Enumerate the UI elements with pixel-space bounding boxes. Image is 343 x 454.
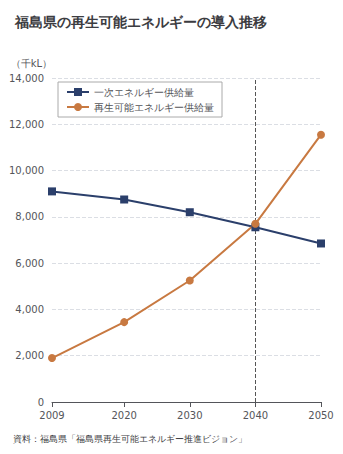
svg-text:（千kL）: （千kL）	[11, 58, 52, 69]
svg-text:8,000: 8,000	[15, 211, 44, 222]
svg-text:福島県の再生可能エネルギーの導入推移: 福島県の再生可能エネルギーの導入推移	[14, 14, 267, 30]
svg-text:再生可能エネルギー供給量: 再生可能エネルギー供給量	[94, 102, 214, 113]
svg-text:4,000: 4,000	[15, 304, 44, 315]
svg-text:6,000: 6,000	[15, 258, 44, 269]
svg-text:2009: 2009	[39, 410, 64, 421]
svg-text:12,000: 12,000	[9, 119, 44, 130]
svg-text:2020: 2020	[111, 410, 136, 421]
svg-text:2050: 2050	[308, 410, 333, 421]
svg-text:10,000: 10,000	[9, 165, 44, 176]
svg-text:2,000: 2,000	[15, 350, 44, 361]
svg-text:0: 0	[38, 397, 44, 408]
svg-text:2040: 2040	[243, 410, 268, 421]
svg-text:2030: 2030	[177, 410, 202, 421]
svg-text:資料：福島県「福島県再生可能エネルギー推進ビジョン」: 資料：福島県「福島県再生可能エネルギー推進ビジョン」	[13, 434, 247, 444]
svg-text:一次エネルギー供給量: 一次エネルギー供給量	[94, 87, 194, 98]
svg-text:14,000: 14,000	[9, 73, 44, 84]
